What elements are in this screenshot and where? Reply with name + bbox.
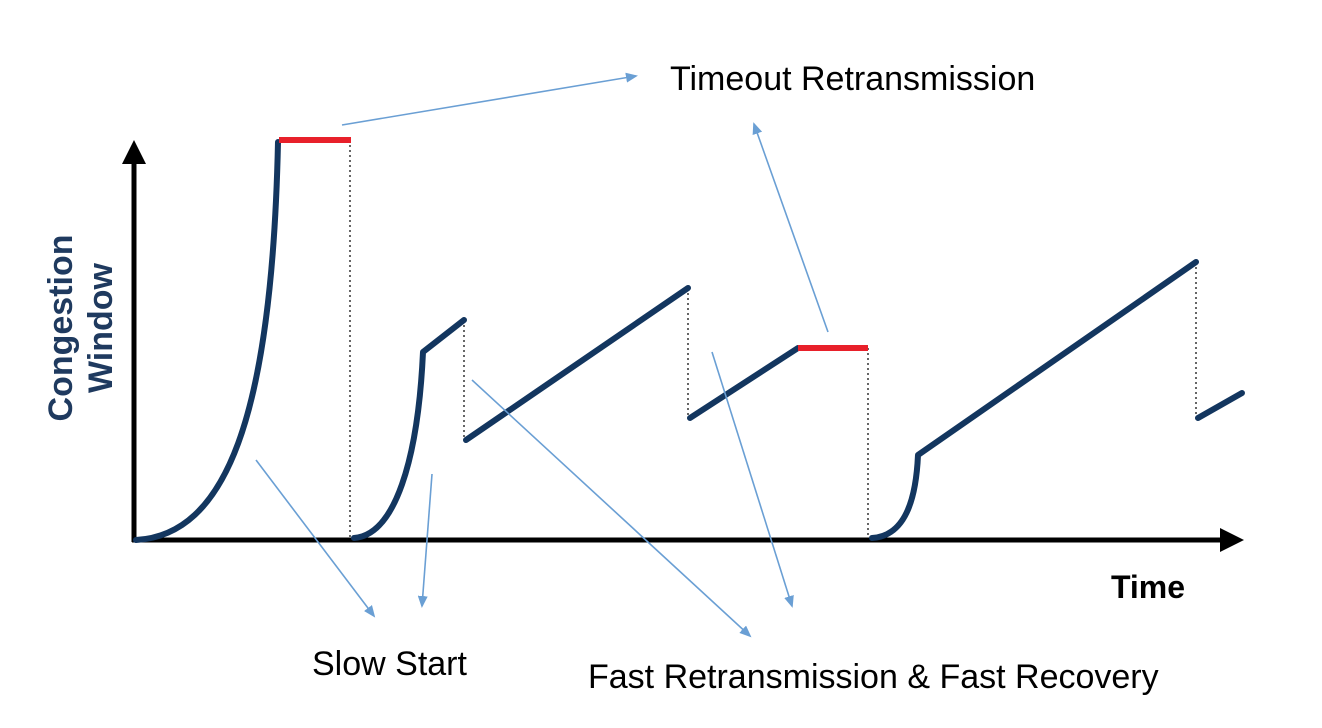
timeout-arrow — [341, 72, 638, 126]
slow-start-segment-3 — [869, 259, 1199, 541]
slow-start-segment-2 — [351, 317, 467, 541]
fast-recovery-arrow — [471, 379, 752, 638]
y-axis-label-line2-text: Window — [82, 262, 120, 393]
x-axis-label: Time — [1111, 569, 1185, 605]
congestion-avoidance-segment-2 — [687, 345, 801, 421]
fast-recovery-arrow — [711, 351, 794, 608]
fast-retransmission-recovery-label: Fast Retransmission & Fast Recovery — [588, 658, 1159, 696]
congestion-avoidance-segment-3 — [1195, 390, 1245, 421]
timeout-arrow — [752, 122, 829, 333]
slow-start-label: Slow Start — [312, 645, 467, 683]
slow-start-arrow — [417, 473, 433, 608]
timeout-retransmission-label: Timeout Retransmission — [670, 60, 1035, 98]
timeout-markers — [279, 137, 868, 351]
congestion-avoidance-segment-1 — [463, 285, 691, 443]
y-axis-arrowhead — [122, 140, 146, 164]
drop-lines — [349, 140, 1197, 538]
x-axis-arrowhead — [1220, 528, 1244, 552]
y-axis-label-line1-text: Congestion — [42, 235, 80, 422]
congestion-window-curve — [133, 139, 1245, 543]
y-axis-title-group: Congestion Window — [42, 235, 120, 422]
slow-start-arrow — [255, 459, 376, 618]
axes — [122, 140, 1244, 552]
slow-start-segment-1 — [133, 139, 281, 543]
annotation-arrows — [255, 72, 829, 638]
